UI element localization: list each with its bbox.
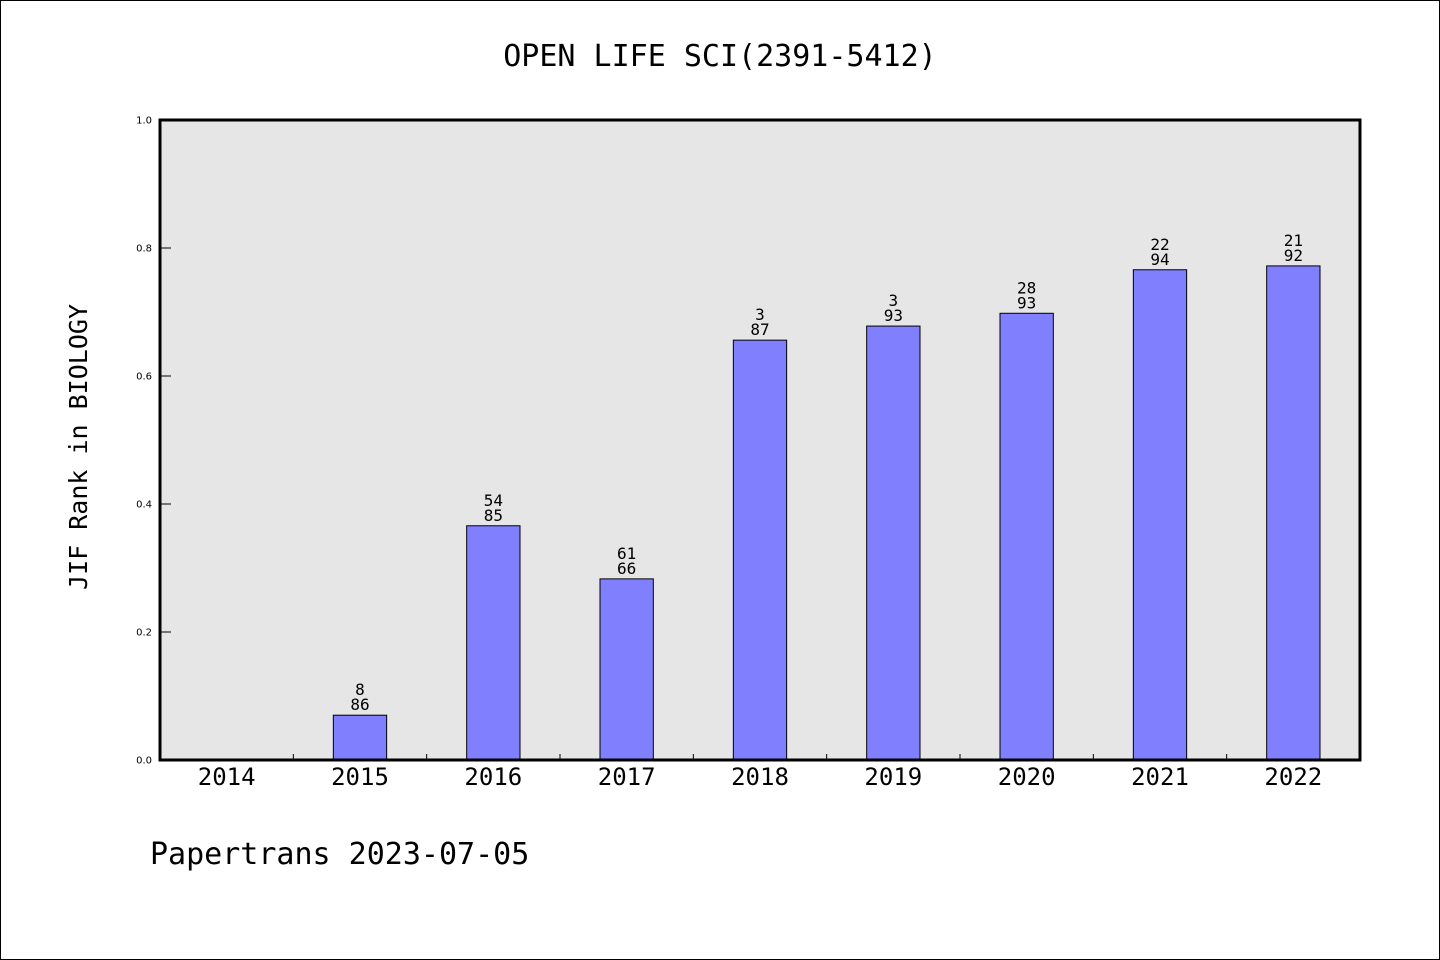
x-tick-label: 2022 xyxy=(1264,763,1322,791)
bar-label-total: 92 xyxy=(1284,246,1303,265)
bar-2021 xyxy=(1132,269,1188,761)
y-axis-label: JIF Rank in BIOLOGY xyxy=(64,304,93,590)
x-tick-label: 2021 xyxy=(1131,763,1189,791)
bar-label-rank: 54 xyxy=(484,491,503,510)
bar-label-total: 85 xyxy=(484,506,503,525)
footer-credit: Papertrans 2023-07-05 xyxy=(150,837,529,872)
bar-2015 xyxy=(332,714,388,761)
x-tick-label: 2016 xyxy=(464,763,522,791)
bar-2020 xyxy=(999,312,1054,761)
y-tick-label: 0.6 xyxy=(136,372,152,383)
bar-label-total: 66 xyxy=(617,559,636,578)
bar-2018 xyxy=(732,339,788,761)
bar-2016 xyxy=(466,525,521,761)
x-axis: 2014 2015 2016 2017 2018 2019 2020 2021 2022 xyxy=(198,754,1322,791)
x-tick-label: 2018 xyxy=(731,763,789,791)
x-tick-label: 2014 xyxy=(198,763,256,791)
bar-series xyxy=(332,265,1321,761)
bar-label-total: 86 xyxy=(350,695,369,714)
chart-title: OPEN LIFE SCI(2391-5412) xyxy=(503,39,936,74)
bar-label-total: 93 xyxy=(1017,293,1036,312)
bar-label-total: 94 xyxy=(1150,250,1169,269)
plot-border xyxy=(158,118,1362,762)
bar-label-rank: 21 xyxy=(1284,231,1303,250)
bar-2019 xyxy=(866,325,921,761)
y-tick-label: 0.0 xyxy=(136,756,152,767)
x-tick-label: 2020 xyxy=(998,763,1056,791)
x-tick-label: 2015 xyxy=(331,763,389,791)
y-tick-label: 0.8 xyxy=(136,244,152,255)
bar-label-total: 87 xyxy=(750,320,769,339)
bar-2022 xyxy=(1266,265,1321,761)
bar-label-rank: 3 xyxy=(755,305,765,324)
x-tick-label: 2017 xyxy=(598,763,656,791)
bar-label-rank: 3 xyxy=(889,291,899,310)
y-tick-label: 1.0 xyxy=(136,116,152,127)
bar-label-total: 93 xyxy=(884,306,903,325)
x-tick-label: 2019 xyxy=(864,763,922,791)
bar-2017 xyxy=(599,578,654,761)
bar-label-rank: 8 xyxy=(355,680,365,699)
y-tick-label: 0.2 xyxy=(136,628,152,639)
bar-label-rank: 61 xyxy=(617,544,636,563)
bar-label-rank: 28 xyxy=(1017,278,1036,297)
y-tick-label: 0.4 xyxy=(136,500,152,511)
y-axis: 0.0 0.2 0.4 0.6 0.8 1.0 xyxy=(136,116,171,767)
bar-label-rank: 22 xyxy=(1150,235,1169,254)
